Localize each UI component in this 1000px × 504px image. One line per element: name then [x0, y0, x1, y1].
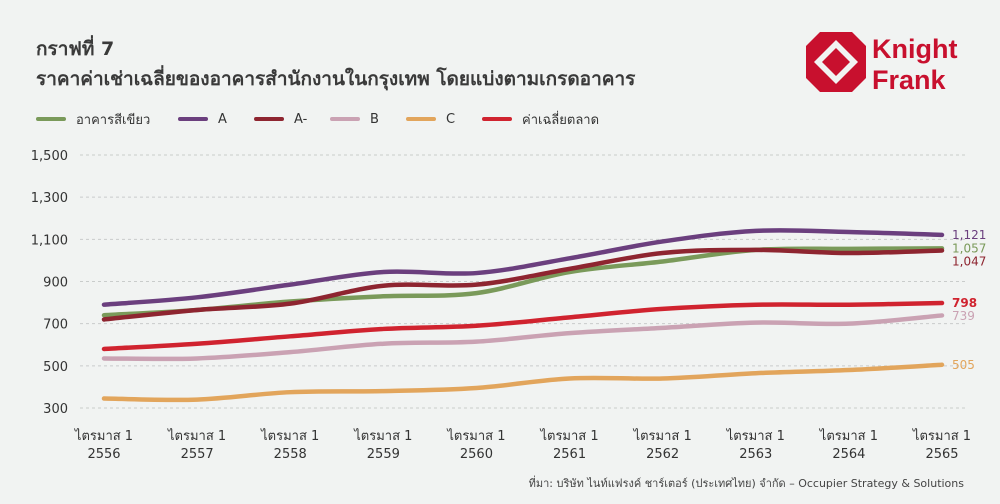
y-axis-tick-labels: 300 500 700 900 1,100 1,300 1,500 — [31, 149, 68, 417]
legend-swatch — [254, 117, 284, 121]
legend-swatch — [406, 117, 436, 121]
x-tick-label: ไตรมาส 1 2560 — [446, 428, 505, 462]
legend-item-0: อาคารสีเขียว — [36, 108, 150, 130]
series-line-1 — [101, 228, 945, 307]
legend-item-2: A- — [254, 108, 307, 130]
legend-item-3: B — [330, 108, 379, 130]
legend-label: A — [218, 111, 227, 127]
source-note: ที่มา: บริษัท ไนท์แฟรงค์ ชาร์เตอร์ (ประเ… — [528, 477, 964, 490]
legend-label: B — [370, 111, 379, 127]
knight-frank-logo: Knight Frank — [806, 32, 957, 94]
series-line-2 — [101, 247, 945, 322]
y-tick-label: 700 — [43, 318, 68, 333]
legend-label: C — [446, 111, 456, 127]
end-label-0: 1,057 — [952, 241, 986, 255]
end-label-1: 1,121 — [952, 228, 986, 242]
end-label-3: 739 — [952, 309, 975, 323]
x-tick-label: ไตรมาส 1 2556 — [74, 428, 133, 462]
y-tick-label: 300 — [43, 402, 68, 417]
x-tick-label: ไตรมาส 1 2562 — [633, 428, 692, 462]
end-label-2: 1,047 — [952, 254, 986, 268]
legend-swatch — [330, 117, 360, 121]
legend-label: A- — [294, 111, 308, 127]
x-tick-label: ไตรมาส 1 2558 — [260, 428, 319, 462]
chart-title: ราคาค่าเช่าเฉลี่ยของอาคารสำนักงานในกรุงเ… — [36, 68, 636, 90]
x-tick-label: ไตรมาส 1 2565 — [912, 428, 971, 462]
legend-item-5: ค่าเฉลี่ยตลาด — [482, 108, 599, 130]
legend-item-4: C — [406, 108, 455, 130]
legend-label: ค่าเฉลี่ยตลาด — [522, 112, 600, 128]
x-axis-tick-labels: ไตรมาส 1 2556 ไตรมาส 1 2557 ไตรมาส 1 2558 ไตรม… — [74, 428, 971, 462]
x-tick-label: ไตรมาส 1 2557 — [167, 428, 226, 462]
y-tick-label: 1,500 — [31, 149, 68, 164]
end-label-4: 505 — [952, 358, 975, 372]
legend-label: อาคารสีเขียว — [76, 112, 151, 128]
y-tick-label: 1,100 — [31, 233, 68, 248]
series-line-4 — [101, 362, 945, 403]
series-lines — [101, 228, 945, 403]
legend-item-1: A — [178, 108, 227, 130]
legend-swatch — [36, 117, 66, 121]
series-line-3 — [101, 313, 945, 362]
x-tick-label: ไตรมาส 1 2564 — [819, 428, 878, 462]
legend-swatch — [482, 117, 512, 121]
x-tick-label: ไตรมาส 1 2561 — [539, 428, 598, 462]
end-label-5: 798 — [952, 296, 977, 310]
x-tick-label: ไตรมาส 1 2563 — [726, 428, 785, 462]
y-tick-label: 500 — [43, 360, 68, 375]
logo-mark-icon — [806, 32, 866, 92]
series-line-5 — [101, 300, 945, 352]
chart-caption: กราฟที่ 7 — [36, 38, 115, 60]
logo-text-knight: Knight — [872, 34, 957, 64]
y-tick-label: 900 — [43, 276, 68, 291]
legend-swatch — [178, 117, 208, 121]
x-tick-label: ไตรมาส 1 2559 — [353, 428, 412, 462]
logo-text-frank: Frank — [872, 65, 947, 94]
y-tick-label: 1,300 — [31, 191, 68, 206]
